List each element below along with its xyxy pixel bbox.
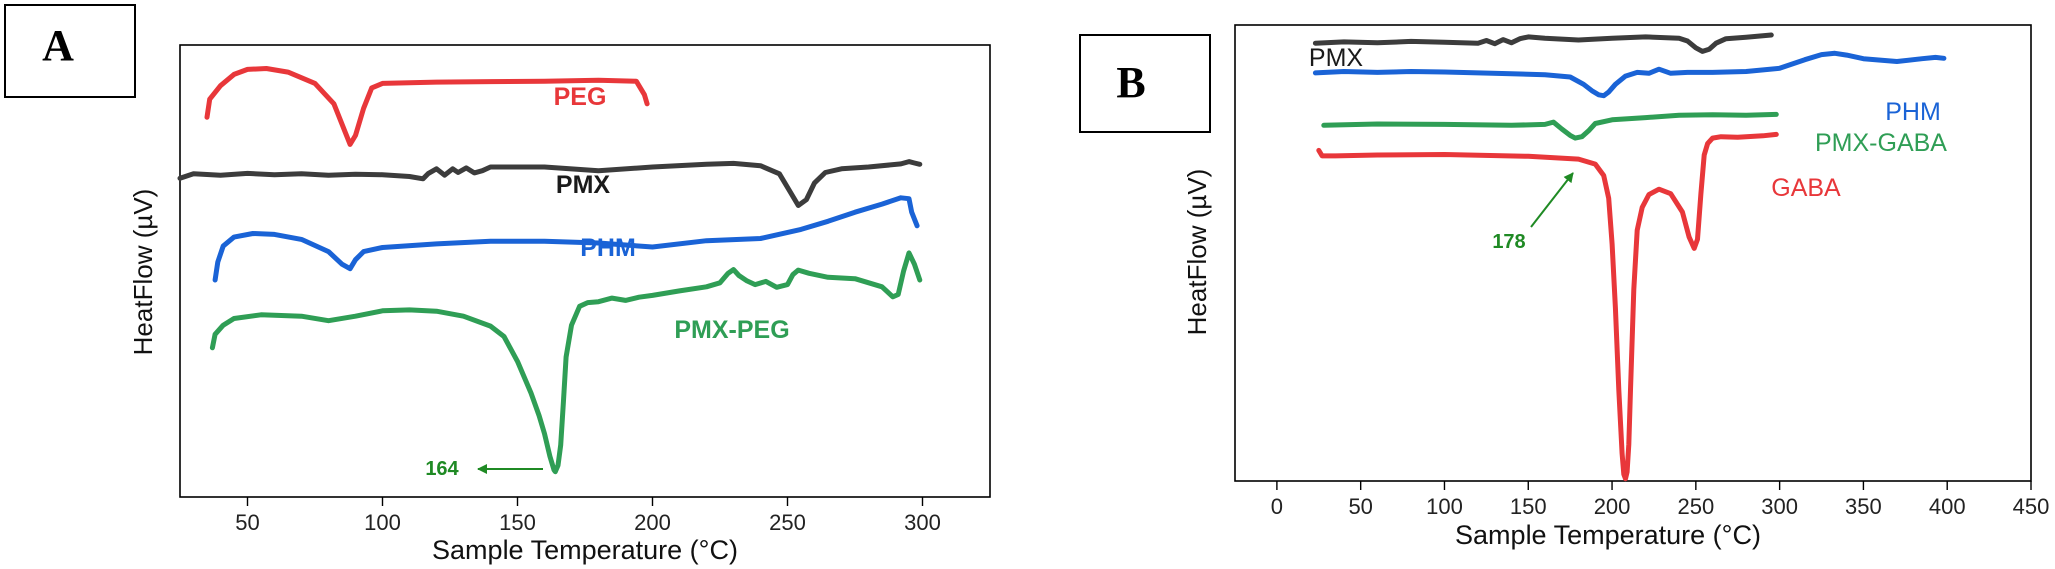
series-label-pmx: PMX: [556, 171, 611, 199]
panel-b-label: B: [1116, 58, 1145, 107]
x-tick-label: 200: [1594, 494, 1631, 519]
series-label-peg: PEG: [554, 83, 607, 111]
panel-b: B 0 50 100 150 200 250 300 350 400 450 Sample Tem…: [1079, 24, 2050, 550]
x-tick-label: 400: [1929, 494, 1966, 519]
x-tick-label: 300: [904, 510, 941, 535]
x-tick-label: 300: [1761, 494, 1798, 519]
panel-b-y-axis-label: HeatFlow (µV): [1182, 169, 1212, 336]
series-label-gaba: GABA: [1771, 174, 1841, 202]
x-tick-label: 350: [1845, 494, 1882, 519]
panel-a-series: [177, 66, 923, 475]
series-line-pmx-b: [1312, 32, 1774, 54]
x-tick-label: 150: [1510, 494, 1547, 519]
panel-a-plot-frame: [179, 44, 991, 498]
x-tick-label: 100: [1426, 494, 1463, 519]
series-label-phm-b: PHM: [1885, 98, 1941, 126]
x-tick-label: 150: [499, 510, 536, 535]
panel-a: A 50 100 150 200 250 300 Sample Temperature (…: [4, 4, 991, 565]
x-tick-label: 0: [1271, 494, 1283, 519]
x-tick-label: 200: [634, 510, 671, 535]
series-label-phm: PHM: [580, 234, 636, 262]
series-label-pmx-b: PMX: [1309, 44, 1364, 72]
panel-a-x-axis-label: Sample Temperature (°C): [432, 535, 738, 565]
series-line-pmx-gaba-b: [1321, 111, 1779, 141]
panel-b-x-ticks: 0 50 100 150 200 250 300 350 400 450: [1271, 481, 2050, 519]
series-line-pmx-a: [177, 159, 923, 208]
x-tick-label: 450: [2013, 494, 2050, 519]
series-label-pmx-peg: PMX-PEG: [674, 316, 789, 344]
peak-arrow-178: [1530, 172, 1574, 228]
series-line-phm-b: [1312, 50, 1947, 99]
x-tick-label: 100: [364, 510, 401, 535]
panel-b-label-box: [1079, 34, 1211, 133]
x-tick-label: 250: [769, 510, 806, 535]
series-line-peg-a: [204, 66, 650, 147]
peak-annotation-178: 178: [1492, 231, 1525, 253]
peak-annotation-164: 164: [425, 458, 459, 480]
x-tick-label: 50: [235, 510, 259, 535]
panel-b-plot-frame: [1234, 24, 2032, 482]
panel-a-x-ticks: 50 100 150 200 250 300: [235, 497, 941, 535]
x-tick-label: 250: [1677, 494, 1714, 519]
panel-a-label: A: [42, 21, 74, 70]
panel-b-x-axis-label: Sample Temperature (°C): [1455, 520, 1761, 550]
panel-a-y-axis-label: HeatFlow (µV): [128, 189, 158, 356]
series-label-pmx-gaba: PMX-GABA: [1815, 129, 1947, 157]
x-tick-label: 50: [1348, 494, 1372, 519]
series-line-gaba-b: [1316, 131, 1779, 482]
series-line-phm-a: [212, 195, 920, 283]
panel-b-series: [1312, 32, 1947, 482]
series-line-pmx-peg-a: [209, 250, 923, 475]
panel-a-label-box: [4, 4, 136, 98]
